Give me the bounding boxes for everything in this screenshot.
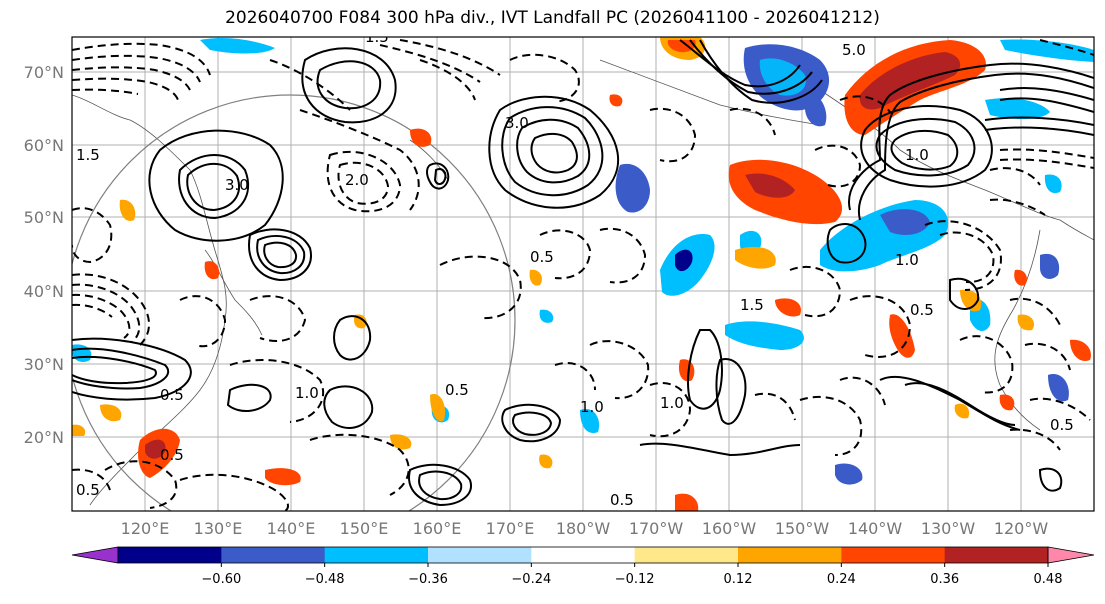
lon-tick-label: 120°W [994,519,1049,538]
colorbar-tick-label: −0.48 [305,572,345,587]
lat-tick-label: 50°N [24,208,64,227]
contour-label: 1.0 [905,146,929,164]
reference-circle [72,94,516,511]
lon-tick-label: 150°E [340,519,389,538]
contour-label: 0.5 [530,248,554,266]
contour-label: 5.0 [842,41,866,59]
lon-tick-label: 160°W [702,519,757,538]
colorbar-segment [944,547,1049,563]
colorbar-tick-label: 0.36 [930,572,959,587]
contour-label: 1.0 [895,251,919,269]
colorbar-frame [117,546,1049,564]
colorbar-tick-label: −0.24 [511,572,551,587]
lon-tick-label: 140°W [848,519,903,538]
negative-contours [72,39,1094,511]
contour-label: 0.5 [76,481,100,499]
lon-tick-label: 130°E [194,519,243,538]
lon-tick-label: 130°W [921,519,976,538]
colorbar-segment [221,547,326,563]
lat-tick-label: 70°N [24,63,64,82]
colorbar-tick-label: −0.36 [408,572,448,587]
contour-label: 1.0 [295,384,319,402]
contour-labels: 1.5 0.5 3.0 2.0 1.0 0.5 1.0 1.5 5.0 1.0 … [76,28,1074,509]
colorbar-segment [428,547,532,563]
colorbar-segment [531,547,636,563]
contour-label: 0.5 [1050,416,1074,434]
contour-label: 1.5 [740,296,764,314]
contour-label: 0.5 [445,381,469,399]
contour-label: 0.5 [610,491,634,509]
lat-tick-label: 30°N [24,355,64,374]
contour-label: 1.5 [76,146,100,164]
contour-label: 3.0 [505,114,529,132]
lat-tick-label: 60°N [24,136,64,155]
contour-label: 1.0 [660,394,684,412]
contour-label: 3.0 [225,176,249,194]
lat-tick-label: 20°N [24,428,64,447]
positive-contours [72,39,1094,507]
colorbar-segment [841,547,946,563]
contour-label: 0.5 [910,301,934,319]
colorbar-tick-label: 0.12 [724,572,753,587]
contour-label: 2.0 [345,171,369,189]
colorbar-segment [324,547,429,563]
contour-label: 1.0 [580,398,604,416]
lon-tick-label: 140°E [267,519,316,538]
contour-label: 1.5 [365,28,389,46]
colorbar-segment [118,547,222,563]
lat-tick-label: 40°N [24,282,64,301]
map-title: 2026040700 F084 300 hPa div., IVT Landfa… [225,8,880,28]
colorbar-extend-max [1047,546,1095,564]
longitude-labels: 120°E 130°E 140°E 150°E 160°E 170°E 180°W 170°W… [121,519,1049,538]
colorbar-segment [634,547,739,563]
contour-label: 0.5 [160,386,184,404]
colorbar: −0.60 −0.48 −0.36 −0.24 −0.12 0.12 0.24 0.36 0.4… [71,546,1095,587]
colorbar-segment [738,547,842,563]
latitude-labels: 70°N 60°N 50°N 40°N 30°N 20°N [24,63,64,447]
colorbar-tick-label: −0.12 [615,572,655,587]
lon-tick-label: 170°E [486,519,535,538]
plot-frame [71,36,1095,512]
colorbar-tick-label: −0.60 [201,572,241,587]
lon-tick-label: 150°W [775,519,830,538]
colorbar-extend-min [71,546,119,564]
lon-tick-label: 160°E [413,519,462,538]
positive-divergence-shading [72,37,1091,511]
colorbar-tick-label: 0.48 [1034,572,1063,587]
colorbar-tick-label: 0.24 [827,572,856,587]
contour-label: 0.5 [160,446,184,464]
lon-tick-label: 180°W [556,519,611,538]
lon-tick-label: 170°W [629,519,684,538]
lon-tick-label: 120°E [121,519,170,538]
